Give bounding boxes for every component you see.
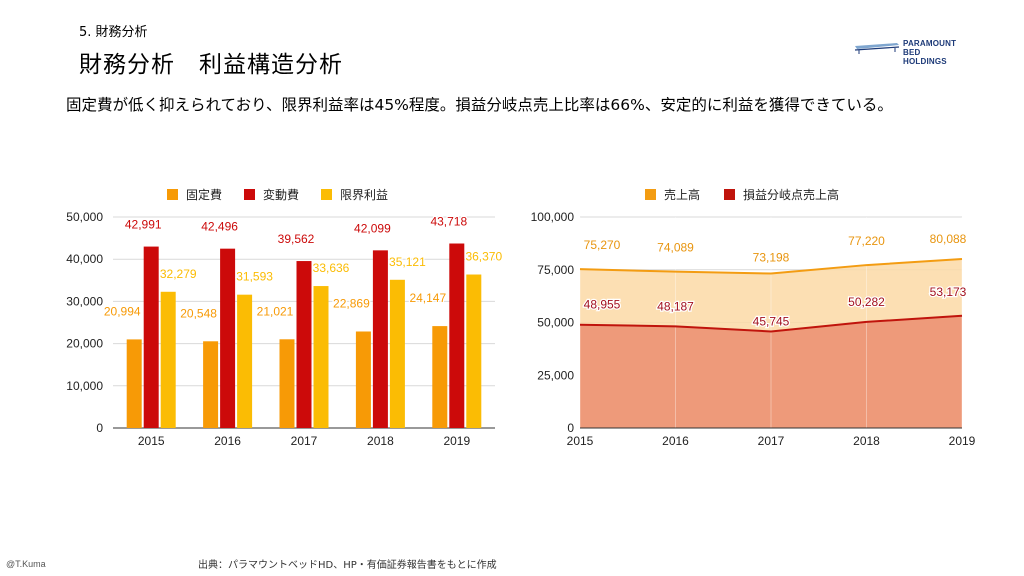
- x-tick-label: 2015: [567, 434, 594, 448]
- y-tick-label: 20,000: [66, 337, 103, 351]
- data-label: 42,496: [201, 220, 238, 234]
- legend-swatch: [724, 189, 735, 200]
- data-label: 20,548: [180, 306, 217, 320]
- legend-swatch: [321, 189, 332, 200]
- data-label: 32,279: [160, 267, 197, 281]
- legend-label: 変動費: [263, 187, 299, 202]
- data-label: 48,955: [584, 298, 621, 312]
- logo-line1: PARAMOUNT BED: [903, 39, 957, 57]
- cost-structure-bar-chart: 0 10,000 20,000 30,000 40,000 50,000 2015 2016 2…: [66, 187, 503, 448]
- data-label: 48,187: [657, 299, 694, 313]
- data-label: 33,636: [313, 261, 350, 275]
- bar-2016-固定費: [203, 341, 219, 428]
- data-label: 42,991: [125, 218, 162, 232]
- bar-2015-限界利益: [160, 291, 176, 428]
- data-label: 50,282: [848, 295, 885, 309]
- sales-line: [579, 258, 963, 275]
- x-tick-label: 2016: [214, 434, 241, 448]
- legend-swatch: [167, 189, 178, 200]
- lead-text: 固定費が低く抑えられており、限界利益率は45%程度。損益分岐点売上比率は66%、…: [66, 96, 893, 114]
- data-label: 53,173: [930, 285, 967, 299]
- bar-2015-変動費: [143, 246, 159, 428]
- data-label: 20,994: [104, 304, 141, 318]
- bar-2017-変動費: [296, 261, 312, 428]
- data-label: 80,088: [930, 232, 967, 246]
- bar-2019-固定費: [432, 326, 448, 428]
- y-tick-label: 50,000: [66, 210, 103, 224]
- company-logo: PARAMOUNT BED HOLDINGS: [853, 37, 973, 66]
- legend-swatch: [645, 189, 656, 200]
- section-label: 5. 財務分析: [79, 25, 148, 40]
- data-label: 73,198: [753, 251, 790, 265]
- x-tick-label: 2016: [662, 434, 689, 448]
- bar-2019-変動費: [449, 243, 465, 428]
- bar-2019-限界利益: [466, 274, 482, 428]
- source-note: 出典：パラマウントベッドHD、HP・有価証券報告書をもとに作成: [198, 560, 497, 571]
- y-tick-label: 100,000: [531, 210, 575, 224]
- x-tick-label: 2019: [443, 434, 470, 448]
- bar-2018-固定費: [355, 331, 371, 428]
- bar-2018-変動費: [372, 250, 388, 428]
- legend-swatch: [244, 189, 255, 200]
- data-label: 42,099: [354, 221, 391, 235]
- y-tick-label: 30,000: [66, 294, 103, 308]
- data-label: 77,220: [848, 234, 885, 248]
- x-tick-label: 2017: [758, 434, 785, 448]
- data-label: 21,021: [257, 304, 294, 318]
- bar-2017-固定費: [279, 339, 295, 428]
- bar-2018-限界利益: [389, 279, 405, 428]
- bar-2017-限界利益: [313, 286, 329, 428]
- data-label: 39,562: [278, 232, 315, 246]
- credit-text: @T.Kuma: [6, 559, 46, 569]
- data-label: 43,718: [430, 215, 467, 229]
- legend-label: 損益分岐点売上高: [743, 187, 839, 202]
- page-title: 財務分析 利益構造分析: [79, 52, 343, 78]
- data-label: 36,370: [465, 250, 502, 264]
- legend-label: 固定費: [186, 187, 222, 202]
- y-tick-label: 75,000: [537, 263, 574, 277]
- data-label: 31,593: [236, 270, 273, 284]
- data-label: 45,745: [753, 314, 790, 328]
- data-label: 35,121: [389, 255, 426, 269]
- bed-logo-icon: [854, 43, 900, 54]
- data-label: 22,869: [333, 296, 370, 310]
- bar-2015-固定費: [126, 339, 142, 428]
- legend-label: 限界利益: [340, 188, 388, 202]
- y-tick-label: 50,000: [537, 316, 574, 330]
- y-tick-label: 10,000: [66, 379, 103, 393]
- x-tick-label: 2017: [291, 434, 318, 448]
- y-tick-label: 25,000: [537, 368, 574, 382]
- legend-label: 売上高: [664, 187, 700, 202]
- breakeven-area-chart: 0 25,000 50,000 75,000 100,000 2015 2016 2017 20…: [531, 187, 976, 448]
- x-tick-label: 2018: [367, 434, 394, 448]
- x-tick-label: 2015: [138, 434, 165, 448]
- y-tick-label: 0: [567, 421, 574, 435]
- breakeven-line: [579, 314, 963, 333]
- bar-2016-変動費: [220, 248, 236, 428]
- breakeven-area: [580, 315, 962, 428]
- logo-line2: HOLDINGS: [903, 57, 947, 66]
- y-tick-label: 0: [96, 421, 103, 435]
- y-tick-label: 40,000: [66, 252, 103, 266]
- x-tick-label: 2018: [853, 434, 880, 448]
- data-label: 24,147: [409, 291, 446, 305]
- bar-2016-限界利益: [237, 294, 253, 428]
- data-label: 74,089: [657, 241, 694, 255]
- x-tick-label: 2019: [949, 434, 976, 448]
- data-label: 75,270: [584, 238, 621, 252]
